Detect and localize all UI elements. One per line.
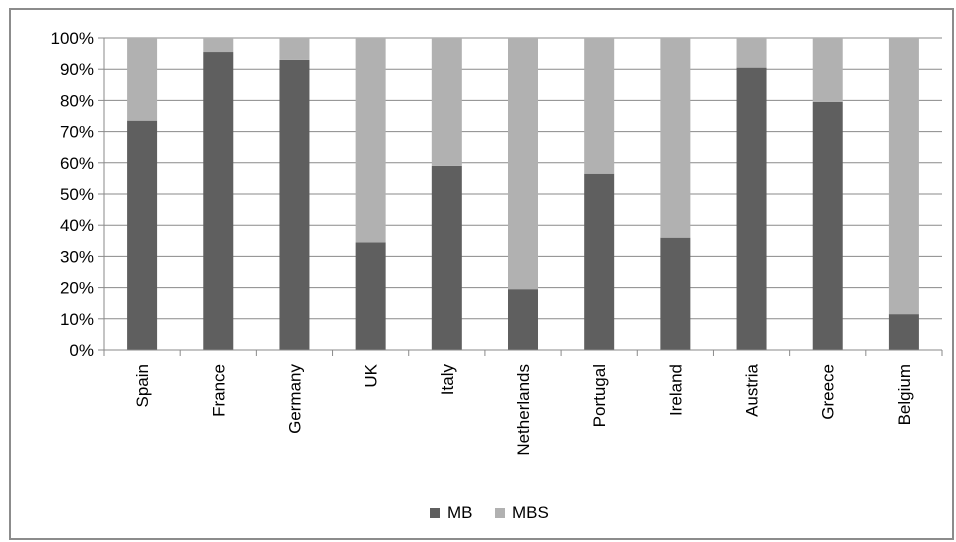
- x-category-label: Greece: [819, 364, 838, 420]
- bar-mbs-ireland: [660, 38, 691, 238]
- y-tick-label: 20%: [60, 279, 94, 298]
- x-category-label: Netherlands: [514, 364, 533, 456]
- x-category-label: Italy: [438, 364, 457, 396]
- x-category-label: France: [209, 364, 228, 417]
- y-tick-label: 10%: [60, 310, 94, 329]
- y-tick-label: 60%: [60, 154, 94, 173]
- bar-mbs-france: [203, 38, 234, 53]
- y-tick-label: 40%: [60, 216, 94, 235]
- bar-mb-ireland: [660, 237, 691, 350]
- bar-mbs-italy: [431, 38, 462, 166]
- bar-mb-belgium: [888, 314, 919, 350]
- legend-label-mb: MB: [447, 503, 473, 522]
- bar-mb-italy: [431, 165, 462, 350]
- bar-mb-germany: [279, 59, 310, 351]
- bar-mbs-portugal: [584, 38, 615, 174]
- bar-mbs-netherlands: [508, 38, 538, 290]
- y-tick-label: 0%: [69, 341, 94, 360]
- bar-mbs-belgium: [888, 38, 919, 315]
- x-category-label: Portugal: [590, 364, 609, 427]
- legend: MB MBS: [430, 503, 549, 522]
- bar-mbs-austria: [736, 38, 767, 68]
- bar-mb-greece: [812, 101, 843, 351]
- x-category-label: Spain: [133, 364, 152, 407]
- y-tick-label: 70%: [60, 123, 94, 142]
- y-tick-label: 90%: [60, 60, 94, 79]
- axes: 0% 10% 20% 30% 40% 50% 60% 70% 80% 90% 100% Spain Fr…: [51, 29, 943, 456]
- bar-mbs-spain: [127, 38, 158, 121]
- bar-mbs-germany: [279, 38, 310, 60]
- bar-mbs-uk: [355, 38, 386, 243]
- y-tick-label: 80%: [60, 91, 94, 110]
- x-category-label: Belgium: [895, 364, 914, 425]
- x-category-label: Ireland: [666, 364, 685, 416]
- x-category-label: Germany: [285, 364, 304, 434]
- legend-swatch-mb: [430, 508, 440, 518]
- bar-mb-uk: [355, 242, 386, 350]
- y-tick-label: 100%: [51, 29, 94, 48]
- bars: [127, 38, 919, 351]
- bar-mb-netherlands: [508, 289, 538, 350]
- y-tick-label: 50%: [60, 185, 94, 204]
- bar-mb-france: [203, 52, 234, 350]
- bar-mb-austria: [736, 67, 767, 350]
- bar-mbs-greece: [812, 38, 843, 102]
- bar-mb-portugal: [584, 173, 615, 350]
- chart-frame: [9, 8, 954, 540]
- legend-swatch-mbs: [495, 508, 505, 518]
- bar-mb-spain: [127, 120, 158, 351]
- x-category-label: UK: [362, 363, 381, 387]
- x-category-label: Austria: [743, 363, 762, 416]
- y-tick-label: 30%: [60, 247, 94, 266]
- legend-label-mbs: MBS: [512, 503, 549, 522]
